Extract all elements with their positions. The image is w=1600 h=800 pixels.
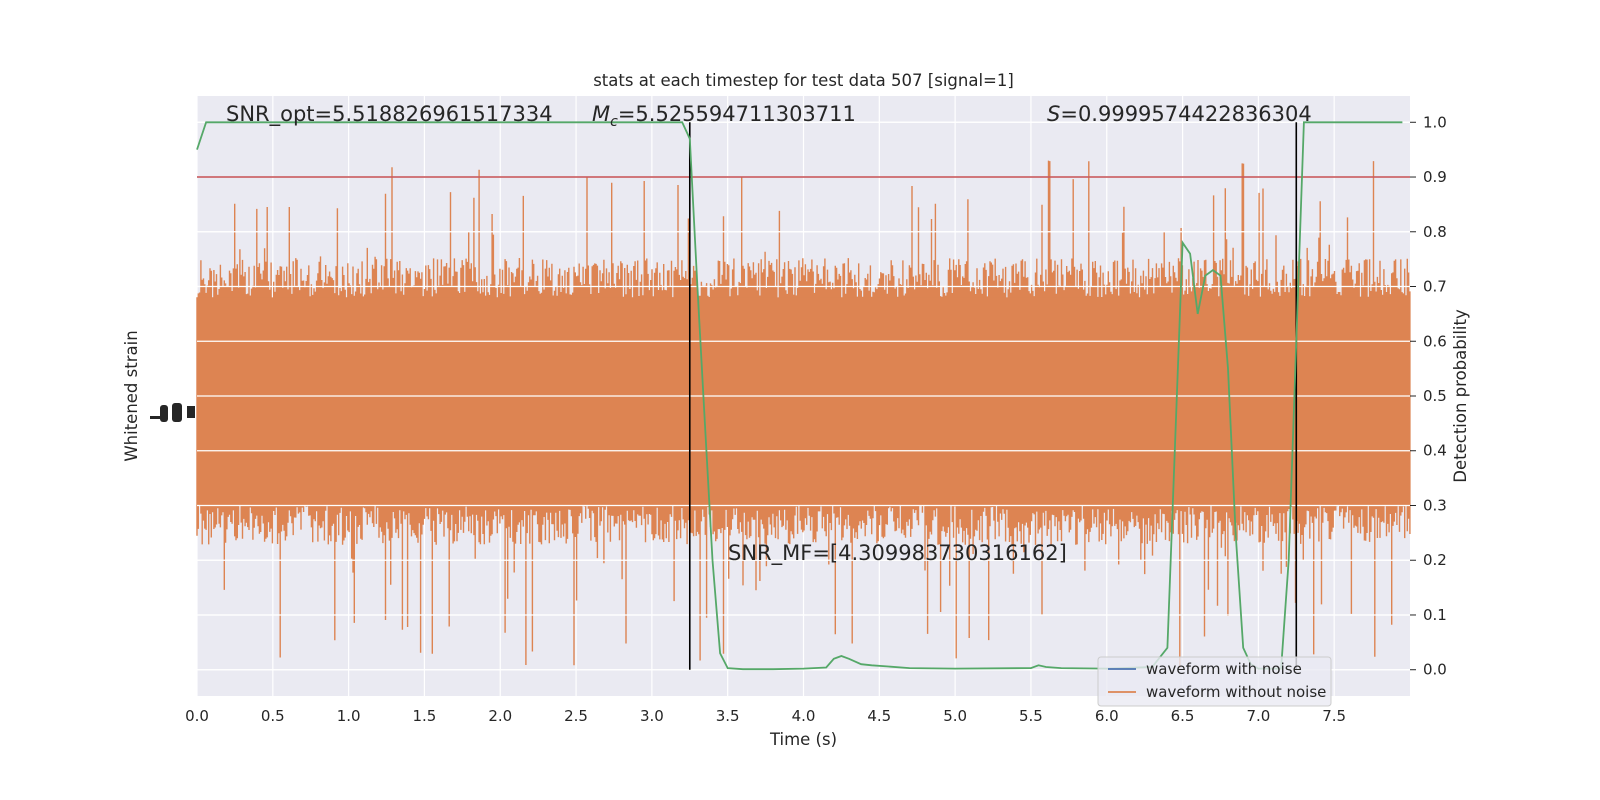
annotation-chirp-mass-symbol: M bbox=[592, 102, 610, 126]
x-tick-label: 0.0 bbox=[185, 707, 209, 725]
y-tick-label: 0.7 bbox=[1423, 278, 1447, 296]
annotation-s: S=0.9999574422836304 bbox=[1047, 102, 1312, 126]
x-tick-label: 6.0 bbox=[1095, 707, 1119, 725]
x-axis-label: Time (s) bbox=[769, 730, 837, 749]
annotation-s-value: =0.9999574422836304 bbox=[1060, 102, 1311, 126]
y-tick-label: 0.1 bbox=[1423, 606, 1447, 624]
x-tick-label: 5.0 bbox=[943, 707, 967, 725]
x-tick-label: 7.0 bbox=[1246, 707, 1270, 725]
annotation-snr-opt: SNR_opt=5.518826961517334 bbox=[226, 102, 553, 127]
legend-label-noise: waveform with noise bbox=[1146, 660, 1302, 678]
probability-series bbox=[196, 121, 1403, 671]
x-tick-label: 1.0 bbox=[337, 707, 361, 725]
chart-title: stats at each timestep for test data 507… bbox=[593, 71, 1014, 90]
annotation-s-symbol: S bbox=[1047, 102, 1060, 126]
y-tick-label: 0.3 bbox=[1423, 496, 1447, 514]
strain-series bbox=[196, 121, 1411, 671]
left-tick-blob-part bbox=[172, 403, 182, 422]
y-tick-label: 0.4 bbox=[1423, 442, 1447, 460]
vertical-lines bbox=[688, 122, 1298, 670]
left-tick-blob-part bbox=[150, 416, 162, 419]
y-tick-label: 0.9 bbox=[1423, 168, 1447, 186]
x-tick-label: 5.5 bbox=[1019, 707, 1043, 725]
x-tick-label: 3.0 bbox=[640, 707, 664, 725]
x-tick-label: 7.5 bbox=[1322, 707, 1346, 725]
annotation-snr-mf: SNR_MF=[4.309983730316162] bbox=[728, 541, 1067, 566]
x-tick-label: 4.5 bbox=[867, 707, 891, 725]
y-tick-label: 0.2 bbox=[1423, 551, 1447, 569]
probability-line bbox=[196, 121, 1403, 671]
x-tick-label: 3.5 bbox=[716, 707, 740, 725]
y-axis-label-right: Detection probability bbox=[1451, 309, 1470, 483]
legend: waveform with noise waveform without noi… bbox=[1097, 656, 1332, 707]
x-tick-label: 2.0 bbox=[488, 707, 512, 725]
left-axis-overlapping-ticks bbox=[150, 403, 195, 422]
x-tick-label: 6.5 bbox=[1171, 707, 1195, 725]
y-tick-label: 0.0 bbox=[1423, 661, 1447, 679]
left-tick-blob-part bbox=[187, 406, 195, 418]
legend-box bbox=[1097, 656, 1332, 707]
annotation-chirp-mass-value: =5.525594711303711 bbox=[618, 102, 856, 126]
annotation-chirp-mass-subscript: c bbox=[610, 114, 618, 130]
legend-label-clean: waveform without noise bbox=[1146, 683, 1326, 701]
y-tick-label: 1.0 bbox=[1423, 113, 1447, 131]
x-tick-label: 2.5 bbox=[564, 707, 588, 725]
y-axis-ticks-right: 0.0 0.1 0.2 0.3 0.4 0.5 0.6 0.7 0.8 0.9 1.0 bbox=[1410, 113, 1447, 679]
left-tick-blob-part bbox=[160, 405, 168, 422]
x-axis-ticks: 0.0 0.5 1.0 1.5 2.0 2.5 3.0 3.5 4.0 4.5 5.0 5.5 6.0 6… bbox=[185, 707, 1346, 725]
y-tick-label: 0.8 bbox=[1423, 223, 1447, 241]
x-tick-label: 1.5 bbox=[413, 707, 437, 725]
x-tick-label: 4.0 bbox=[792, 707, 816, 725]
annotation-chirp-mass: Mc=5.525594711303711 bbox=[592, 102, 856, 130]
y-tick-label: 0.5 bbox=[1423, 387, 1447, 405]
strain-core bbox=[197, 297, 1410, 506]
x-tick-label: 0.5 bbox=[261, 707, 285, 725]
y-tick-label: 0.6 bbox=[1423, 332, 1447, 350]
y-axis-label-left: Whitened strain bbox=[122, 330, 141, 461]
